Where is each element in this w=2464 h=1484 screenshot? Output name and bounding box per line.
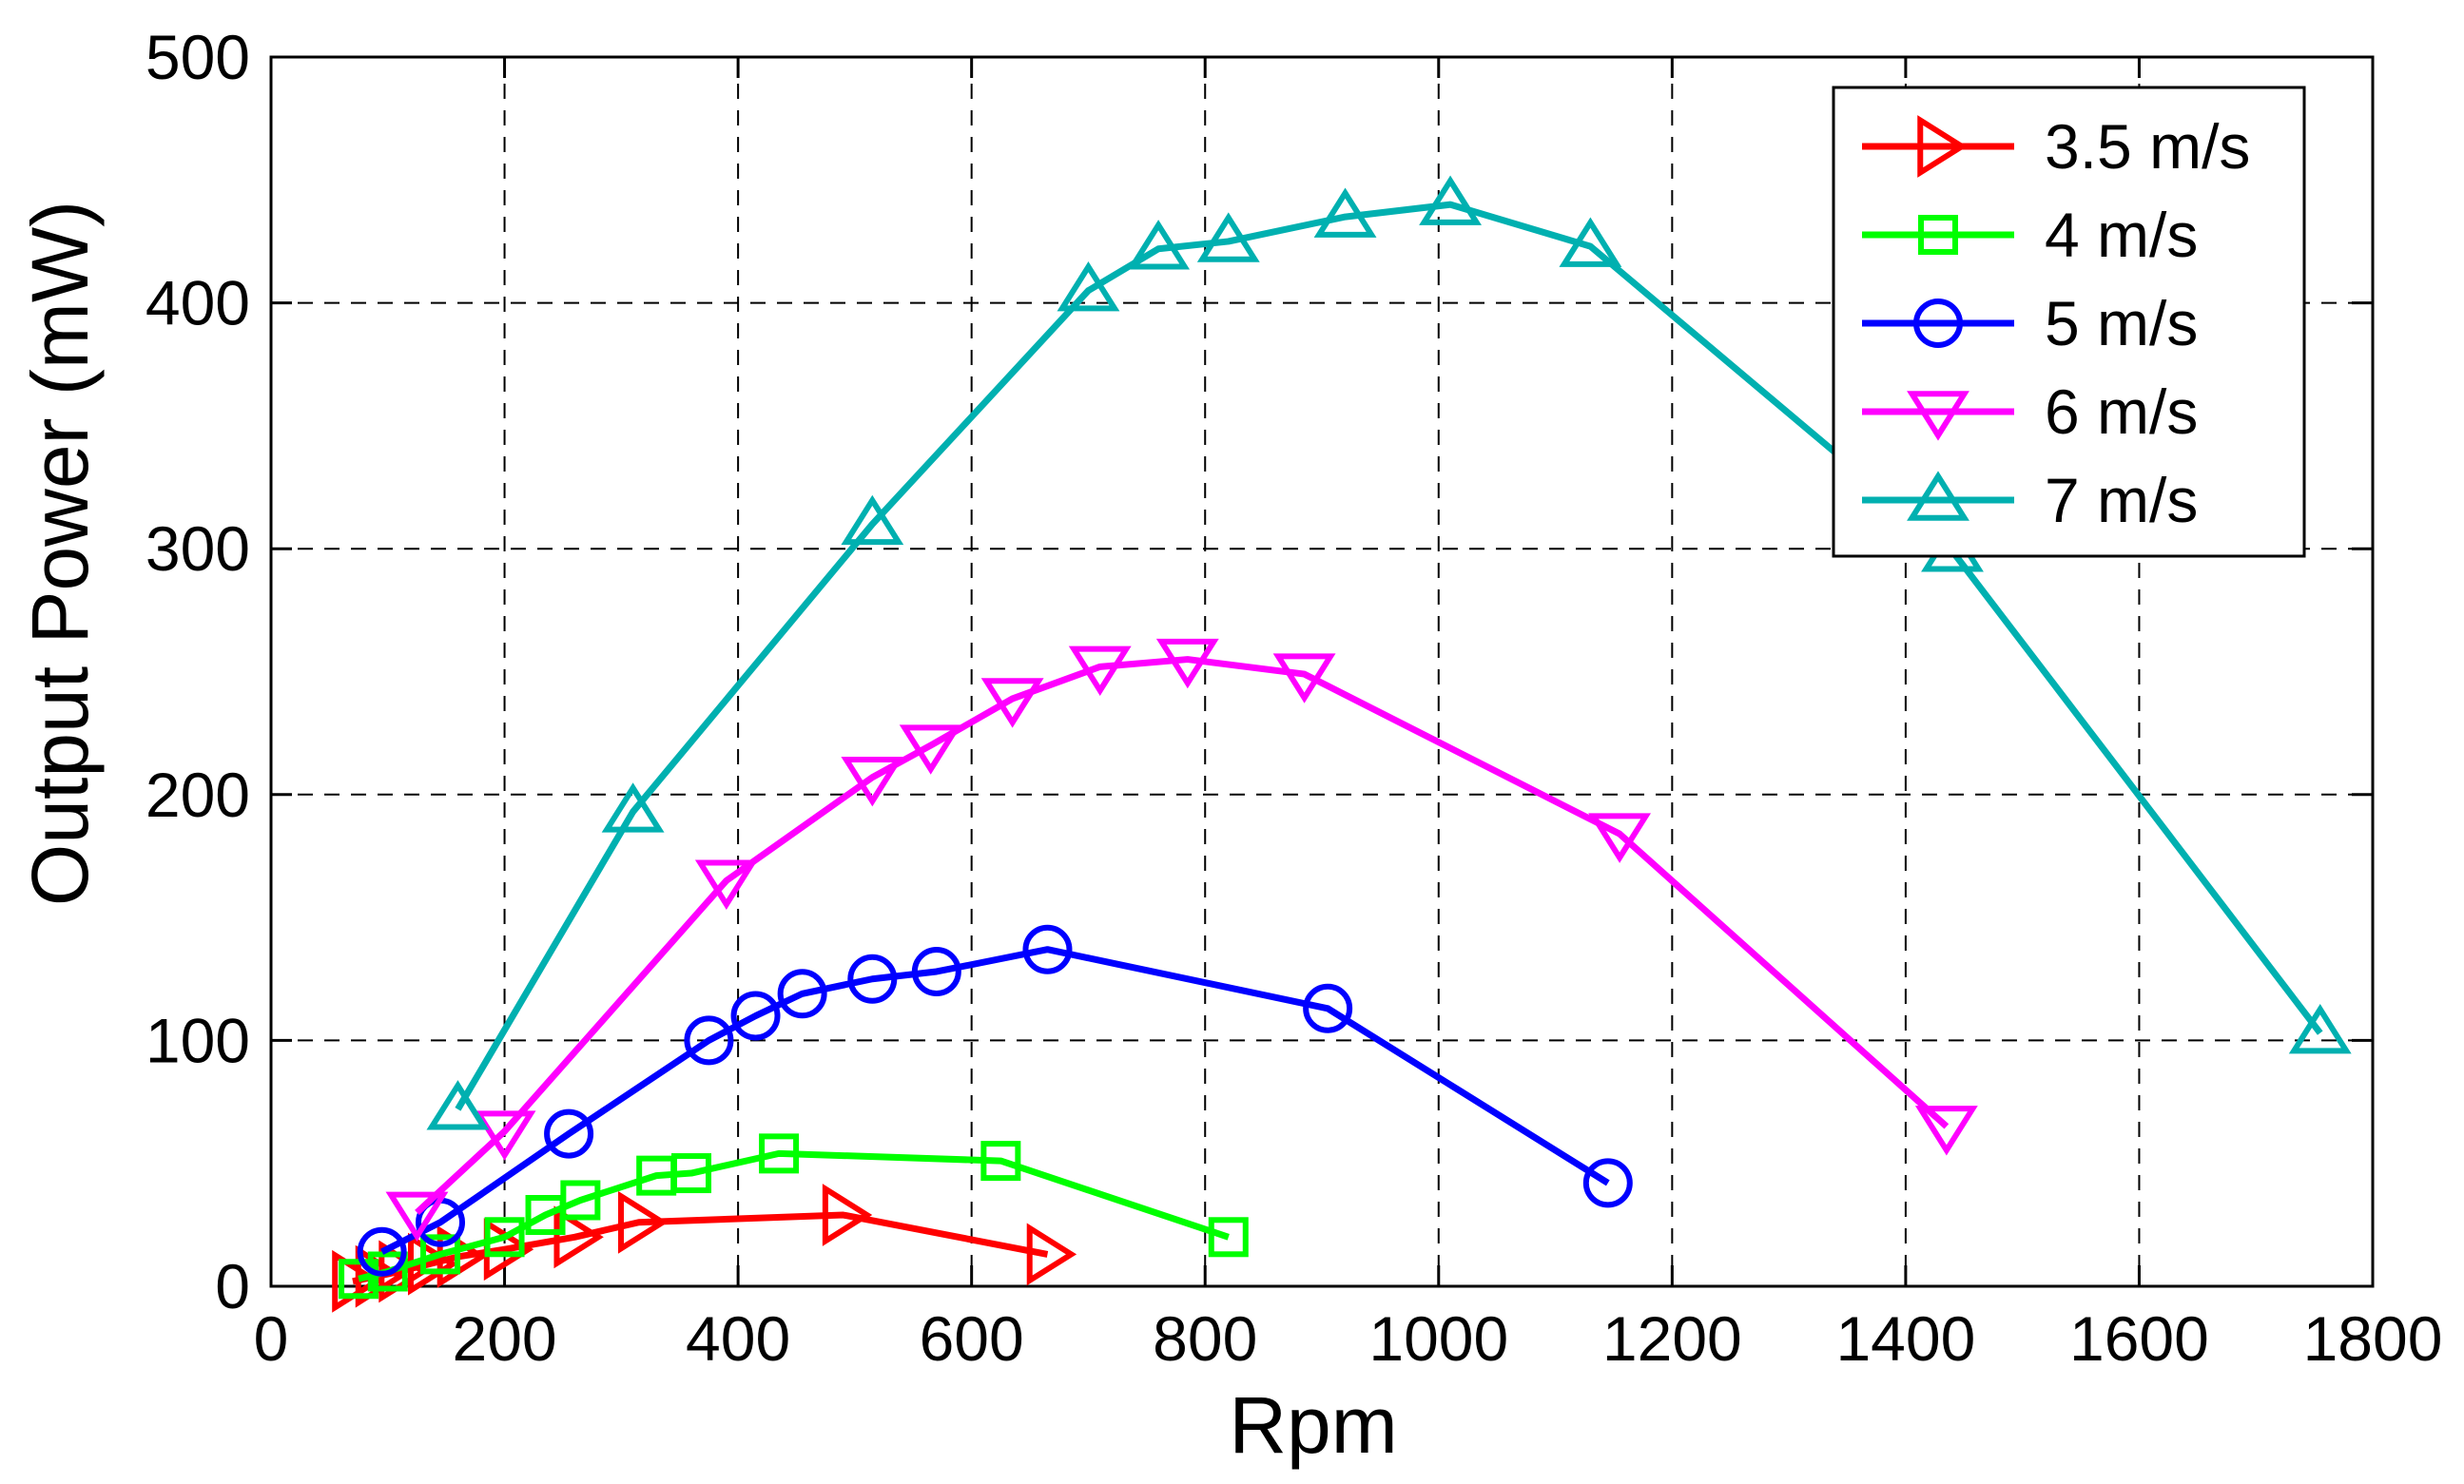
data-point	[777, 969, 827, 1019]
data-point	[1155, 638, 1219, 689]
legend-marker	[1913, 299, 1963, 348]
data-point	[339, 1259, 379, 1300]
data-point	[1559, 217, 1622, 267]
data-point	[426, 1080, 490, 1130]
x-tick-label: 800	[1153, 1303, 1257, 1374]
data-point	[671, 1153, 711, 1194]
series-3-5-m-s	[332, 1184, 1077, 1313]
x-tick-label: 0	[254, 1303, 289, 1374]
series-6-m-s	[385, 638, 1978, 1243]
legend: 3.5 m/s 4 m/s 5 m/s 6 m/s 7 m/s	[1832, 86, 2306, 558]
data-point	[684, 1015, 734, 1066]
data-point	[1057, 261, 1120, 312]
data-point	[1582, 1158, 1633, 1208]
y-tick-label: 200	[146, 760, 250, 830]
y-tick-label: 0	[215, 1251, 250, 1321]
data-point	[1196, 212, 1260, 262]
data-point	[2288, 1004, 2352, 1054]
legend-marker	[1918, 215, 1958, 255]
data-point	[911, 946, 961, 996]
legend-label: 3.5 m/s	[2045, 111, 2250, 182]
y-tick-label: 400	[146, 268, 250, 338]
data-point	[980, 678, 1044, 728]
data-point	[822, 1184, 873, 1246]
legend-label: 6 m/s	[2045, 376, 2198, 447]
x-tick-label: 1600	[2069, 1303, 2209, 1374]
data-point	[560, 1180, 601, 1221]
data-point	[847, 954, 898, 1004]
data-point	[1022, 924, 1073, 974]
legend-entry: 5 m/s	[1862, 288, 2198, 358]
data-point	[1914, 1106, 1978, 1156]
y-axis-title: Output Power (mW)	[15, 201, 105, 906]
y-tick-label: 300	[146, 513, 250, 584]
data-point	[1419, 175, 1482, 225]
data-point	[899, 724, 962, 775]
series-line	[455, 201, 2323, 1111]
data-point	[1068, 646, 1132, 696]
x-tick-label: 1200	[1602, 1303, 1742, 1374]
data-point	[841, 494, 904, 546]
data-point	[473, 1110, 536, 1161]
legend-entry: 6 m/s	[1862, 376, 2198, 447]
data-point	[1026, 1223, 1077, 1286]
legend-label: 4 m/s	[2045, 200, 2198, 270]
legend-label: 7 m/s	[2045, 465, 2198, 535]
legend-marker	[1917, 115, 1968, 178]
data-point	[841, 756, 904, 807]
data-point	[730, 991, 781, 1041]
series-line	[415, 656, 1950, 1215]
y-tick-label: 100	[146, 1005, 250, 1075]
data-point	[420, 1234, 461, 1275]
legend-entry: 3.5 m/s	[1862, 111, 2250, 182]
x-tick-label: 1800	[2303, 1303, 2443, 1374]
x-tick-label: 400	[686, 1303, 790, 1374]
x-tick-label: 600	[920, 1303, 1024, 1374]
data-point	[1313, 187, 1377, 238]
data-point	[553, 1205, 604, 1269]
legend-entry: 7 m/s	[1862, 465, 2198, 535]
data-point	[1588, 813, 1652, 863]
y-tick-label: 500	[146, 22, 250, 92]
data-point	[357, 1226, 407, 1277]
data-point	[980, 1141, 1021, 1182]
data-point	[484, 1217, 525, 1258]
legend-entry: 4 m/s	[1862, 200, 2198, 270]
legend-marker	[1907, 391, 1969, 441]
series-line	[380, 946, 1610, 1255]
x-tick-label: 1400	[1835, 1303, 1975, 1374]
x-tick-label: 1000	[1368, 1303, 1508, 1374]
data-point	[1127, 220, 1191, 270]
legend-label: 5 m/s	[2045, 288, 2198, 358]
data-point	[759, 1133, 800, 1174]
plot-frame	[269, 55, 2375, 1288]
data-point	[601, 782, 665, 833]
x-tick-label: 200	[452, 1303, 556, 1374]
axes: 0 200 400 600 800 1000 1200 1400 1600 1800 0 100 200…	[146, 22, 2443, 1374]
data-point	[544, 1108, 594, 1159]
legend-marker	[1907, 471, 1969, 521]
x-axis-title: Rpm	[1229, 1380, 1397, 1470]
series-group	[332, 175, 2352, 1313]
data-point	[385, 1191, 449, 1243]
data-point	[694, 859, 758, 910]
data-point	[1208, 1217, 1249, 1258]
data-point	[1303, 983, 1353, 1033]
data-point	[618, 1190, 669, 1254]
data-point	[1272, 653, 1336, 703]
